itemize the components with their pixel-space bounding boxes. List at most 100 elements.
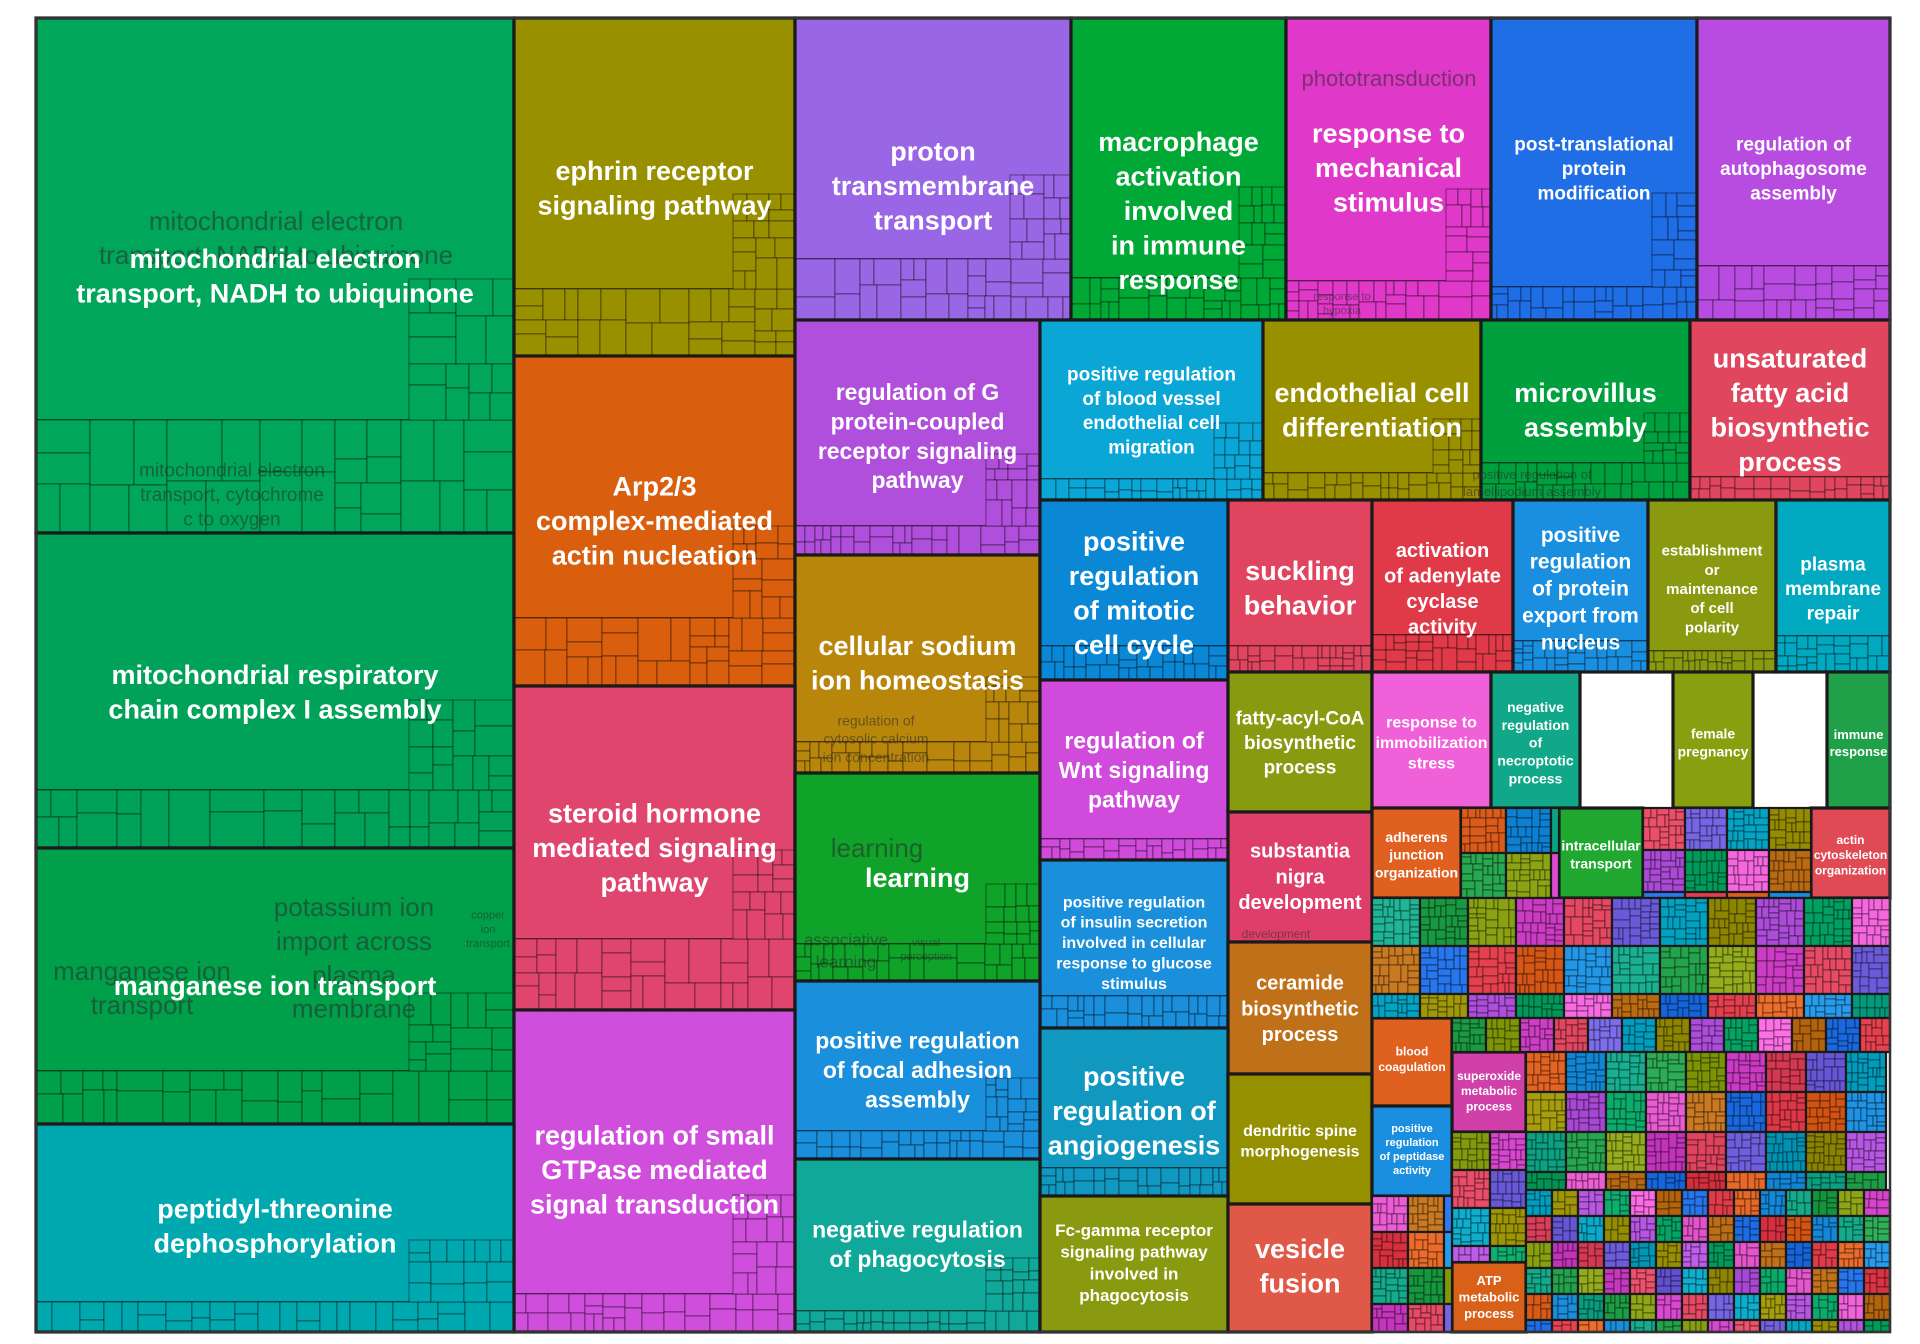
minor-term-tile [1445,937,1456,947]
macrophage-activation-involved-in-immune-response-term-tile [1256,277,1271,306]
manganese-ion-transport-term-tile [425,1053,452,1072]
microvillus-assembly-term-tile [1668,431,1681,444]
minor-term-tile [1699,861,1708,876]
minor-term-tile [1707,1277,1721,1286]
regulation-of-g-protein-coupled-receptor-signaling-pathway-term-tile [1025,507,1041,527]
minor-group [1602,1214,1632,1244]
minor-term-tile [1870,1248,1877,1259]
minor-term-tile [1732,970,1744,978]
minor-term-tile [1451,1159,1461,1171]
minor-term-tile [1657,1119,1670,1127]
manganese-ion-transport-term-tile [116,1090,164,1125]
minor-group [1564,1090,1608,1134]
minor-term-tile [1765,1298,1772,1309]
minor-term-tile [1384,922,1395,933]
manganese-ion-transport-term-tile [485,992,515,1011]
mitochondrial-electron-transport-nadh-to-ubiquinone-term-tile [455,315,487,365]
positive-regulation-of-mitotic-cell-cycle-term-tile [1208,655,1229,667]
post-translational-protein-modification-term-tile [1626,286,1644,307]
minor-term-tile [1594,1248,1605,1257]
minor-term-tile [1545,934,1556,941]
minor-term-tile [1675,857,1681,868]
minor-group [1550,1266,1580,1296]
ephrin-receptor-signaling-pathway-term-tile [754,288,778,310]
positive-regulation-of-mitotic-cell-cycle-term-tile [1085,664,1101,681]
minor-term-tile [1534,1283,1542,1295]
suckling-behavior-term-tile [1317,645,1323,659]
positive-regulation-of-insulin-secretion-involved-in-cellula-term-tile [1083,995,1095,1016]
endothelial-cell-differentiation-term-tile [1388,472,1399,489]
minor-term-tile [1510,826,1519,838]
minor-term-tile [1563,934,1575,947]
positive-regulation-of-angiogenesis-term-tile [1137,1167,1148,1187]
minor-term-tile [1539,1241,1545,1255]
negative-regulation-of-phagocytosis-term-tile [1012,1279,1025,1294]
minor-term-tile [1800,1221,1813,1231]
suckling-behavior-term-tile [1259,645,1276,662]
minor-term-tile [1554,1091,1567,1101]
minor-group [1576,1240,1606,1270]
minor-term-tile [1663,1276,1672,1287]
proton-transmembrane-transport-term-tile [967,307,986,321]
minor-term-tile [1703,1122,1710,1133]
minor-term-tile [1680,945,1690,959]
minor-group [1732,1266,1762,1296]
minor-term-tile [1707,1309,1717,1321]
manganese-ion-transport-term-tile [491,1027,515,1051]
peptidyl-threonine-dephosphorylation-term-tile [430,1283,465,1303]
minor-term-tile [1715,1122,1722,1133]
arp2-3-complex-mediated-actin-nucleation-term-tile [706,646,730,662]
minor-term-tile [1619,968,1631,976]
ephrin-receptor-signaling-pathway-term-tile [513,305,544,321]
minor-group [1524,1292,1554,1322]
minor-term-tile [1419,916,1431,926]
minor-group [1644,1170,1688,1192]
group-regulation-of-small-gtpase-mediated-signal-transduction [512,1008,797,1334]
minor-term-tile [1659,936,1676,947]
positive-regulation-of-focal-adhesion-assembly-term-tile [960,1130,971,1142]
regulation-of-small-gtpase-mediated-signal-transduction-term-tile [732,1253,758,1274]
minor-term-tile [1725,1171,1735,1183]
minor-term-tile [1645,1163,1657,1173]
minor-term-tile [1791,1200,1798,1211]
minor-term-tile [1870,1179,1879,1191]
minor-term-tile [1660,883,1674,893]
establishment-or-maintenance-of-cell-polarity-term-tile [1694,659,1701,673]
minor-term-tile [1695,927,1701,940]
minor-term-tile [1746,1005,1757,1014]
minor-group [1654,1266,1684,1296]
positive-regulation-of-blood-vessel-endothelial-cell-migrati-term-tile [1179,487,1188,501]
positive-regulation-of-mitotic-cell-cycle-term-tile [1174,661,1185,681]
minor-term-tile [1851,1163,1865,1173]
minor-term-tile [1736,922,1744,935]
minor-term-tile [1412,1213,1419,1225]
mitochondrial-respiratory-chain-complex-i-assembly-term-tile [76,789,118,814]
regulation-of-small-gtpase-mediated-signal-transduction-term-tile [777,1313,796,1333]
minor-term-tile [1493,1037,1506,1045]
minor-term-tile [1701,1070,1711,1083]
minor-term-tile [1873,897,1883,911]
minor-term-tile [1660,849,1672,862]
minor-term-tile [1778,903,1792,912]
minor-term-tile [1586,1225,1597,1235]
minor-term-tile [1845,1027,1861,1035]
minor-term-tile [1585,1062,1600,1071]
positive-regulation-of-focal-adhesion-assembly-term-tile [1025,1098,1041,1113]
minor-term-tile [1834,1058,1847,1068]
minor-term-tile [1646,993,1661,1003]
minor-term-tile [1585,1069,1597,1075]
group-learning [793,771,1042,983]
minor-term-tile [1570,916,1584,936]
regulation-of-g-protein-coupled-receptor-signaling-pathway-term-tile [804,525,816,543]
minor-term-tile [1743,824,1757,833]
minor-term-tile [1497,1181,1507,1195]
minor-term-tile [1402,933,1411,947]
minor-term-tile [1674,1171,1681,1182]
minor-term-tile [1409,926,1421,933]
minor-term-tile [1549,1060,1559,1075]
unsaturated-fatty-acid-biosynthetic-process-main-tile [1689,319,1891,478]
minor-term-tile [1595,945,1607,958]
minor-group [1602,1240,1632,1270]
minor-term-tile [1494,993,1500,1004]
minor-term-tile [1444,983,1452,995]
